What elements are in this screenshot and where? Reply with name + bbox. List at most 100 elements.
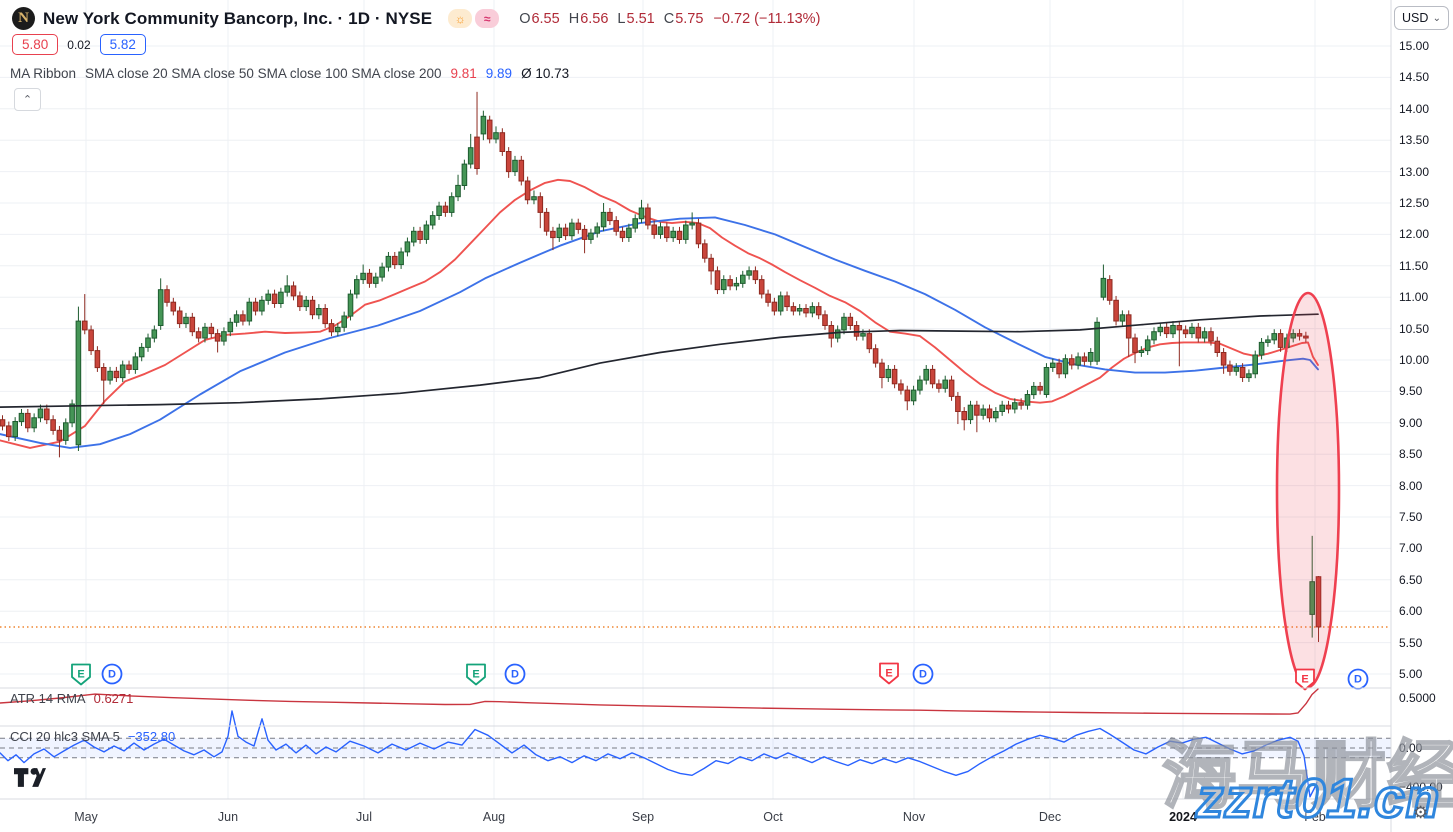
currency-label: USD (1402, 11, 1429, 25)
atr-pane (0, 688, 1319, 715)
svg-text:Jun: Jun (218, 810, 238, 824)
sunrise-icon[interactable]: ☼ (448, 9, 473, 28)
approx-icon[interactable]: ≈ (475, 9, 500, 28)
svg-text:5.00: 5.00 (1399, 667, 1423, 681)
svg-text:7.00: 7.00 (1399, 541, 1423, 555)
svg-text:Jul: Jul (356, 810, 372, 824)
price-axis-labels: 15.00 14.50 14.00 13.50 13.00 12.50 12.00 11.50… (1399, 39, 1443, 794)
earnings-badge[interactable]: E (1295, 668, 1315, 691)
svg-text:May: May (74, 810, 98, 824)
low-value: 5.51 (626, 10, 655, 27)
svg-text:10.00: 10.00 (1399, 353, 1429, 367)
atr-value: 0.6271 (93, 691, 134, 706)
highlight-ellipse[interactable] (1275, 291, 1341, 689)
svg-text:D: D (108, 669, 116, 681)
svg-text:5.50: 5.50 (1399, 636, 1423, 650)
svg-text:E: E (472, 669, 479, 681)
low-label: L (617, 10, 626, 27)
ma-ribbon-legend[interactable]: MA Ribbon SMA close 20 SMA close 50 SMA … (10, 66, 569, 81)
grid (0, 0, 1391, 799)
svg-text:15.00: 15.00 (1399, 39, 1429, 53)
svg-text:Aug: Aug (483, 810, 505, 824)
svg-text:D: D (511, 669, 519, 681)
svg-text:Feb: Feb (1304, 810, 1326, 824)
earnings-badge[interactable]: E (466, 663, 486, 686)
gear-icon[interactable]: ⚙ (1413, 803, 1429, 822)
svg-text:8.00: 8.00 (1399, 479, 1423, 493)
svg-text:Nov: Nov (903, 810, 926, 824)
spread-value: 0.02 (67, 37, 91, 52)
open-value: 6.55 (531, 10, 560, 27)
cci-title: CCI 20 hlc3 SMA 5 (10, 729, 120, 744)
svg-text:6.00: 6.00 (1399, 604, 1423, 618)
watermark-chinese: 海马财经 (1161, 733, 1453, 819)
close-label: C (663, 10, 675, 27)
close-value: 5.75 (675, 10, 704, 27)
svg-text:Dec: Dec (1039, 810, 1061, 824)
sma200-value: 10.73 (535, 66, 570, 81)
cci-pane (0, 710, 1391, 798)
dividend-badge[interactable]: D (1347, 668, 1369, 690)
collapse-legend-button[interactable]: ⌃ (14, 88, 41, 111)
earnings-badge[interactable]: E (879, 662, 899, 685)
atr-legend[interactable]: ATR 14 RMA 0.6271 (10, 691, 133, 706)
svg-text:6.50: 6.50 (1399, 573, 1423, 587)
svg-text:E: E (77, 669, 84, 681)
dividend-badge[interactable]: D (912, 663, 934, 685)
dividend-badge[interactable]: D (101, 663, 123, 685)
ohlc-values: O6.55 H6.56 L5.51 C5.75 −0.72 (−11.13%) (519, 11, 820, 27)
buy-ask-button[interactable]: 5.82 (99, 34, 146, 55)
svg-text:D: D (1354, 674, 1362, 686)
svg-text:−400.00: −400.00 (1399, 780, 1443, 794)
candles (0, 91, 1322, 642)
symbol-logo: N (12, 7, 35, 30)
svg-text:9.00: 9.00 (1399, 416, 1423, 430)
sma50-value: 9.89 (485, 66, 513, 81)
svg-text:13.50: 13.50 (1399, 133, 1429, 147)
svg-text:D: D (919, 669, 927, 681)
watermark-site: zzrt01.cn (1194, 766, 1441, 831)
cci-legend[interactable]: CCI 20 hlc3 SMA 5 −352.80 (10, 729, 175, 744)
svg-text:13.00: 13.00 (1399, 165, 1429, 179)
svg-text:E: E (1301, 674, 1308, 686)
price-pane (0, 91, 1322, 642)
symbol-title[interactable]: New York Community Bancorp, Inc. · 1D · … (43, 8, 433, 28)
svg-text:11.50: 11.50 (1399, 259, 1428, 273)
time-axis-labels: May Jun Jul Aug Sep Oct Nov Dec 2024 Feb (74, 810, 1326, 824)
sma20-value: 9.81 (450, 66, 477, 81)
change-value: −0.72 (−11.13%) (713, 10, 821, 27)
tradingview-logo[interactable] (14, 768, 46, 792)
currency-dropdown[interactable]: USD ⌄ (1394, 6, 1449, 30)
svg-text:14.50: 14.50 (1399, 70, 1429, 84)
ma-ribbon-params: SMA close 20 SMA close 50 SMA close 100 … (85, 66, 442, 81)
chevron-up-icon: ⌃ (22, 94, 33, 106)
svg-text:0.5000: 0.5000 (1399, 691, 1436, 705)
svg-text:11.00: 11.00 (1399, 290, 1428, 304)
ma-ribbon-title: MA Ribbon (10, 66, 77, 81)
svg-text:14.00: 14.00 (1399, 102, 1429, 116)
earnings-badge[interactable]: E (71, 663, 91, 686)
svg-text:12.50: 12.50 (1399, 196, 1429, 210)
svg-text:2024: 2024 (1169, 810, 1197, 824)
high-value: 6.56 (580, 10, 609, 27)
svg-text:Oct: Oct (763, 810, 783, 824)
cci-value: −352.80 (127, 729, 176, 744)
svg-text:12.00: 12.00 (1399, 227, 1429, 241)
svg-text:9.50: 9.50 (1399, 384, 1423, 398)
svg-text:E: E (885, 668, 892, 680)
quote-row: 5.80 0.02 5.82 (12, 34, 146, 55)
svg-text:8.50: 8.50 (1399, 447, 1423, 461)
high-label: H (568, 10, 580, 27)
chevron-down-icon: ⌄ (1432, 12, 1441, 24)
open-label: O (519, 10, 531, 27)
avg-symbol: Ø (521, 66, 532, 81)
svg-text:0.00: 0.00 (1399, 741, 1423, 755)
svg-text:7.50: 7.50 (1399, 510, 1423, 524)
svg-text:Sep: Sep (632, 810, 654, 824)
sell-bid-button[interactable]: 5.80 (12, 34, 59, 55)
market-status-pills: ☼ ≈ (448, 9, 500, 28)
dividend-badge[interactable]: D (504, 663, 526, 685)
